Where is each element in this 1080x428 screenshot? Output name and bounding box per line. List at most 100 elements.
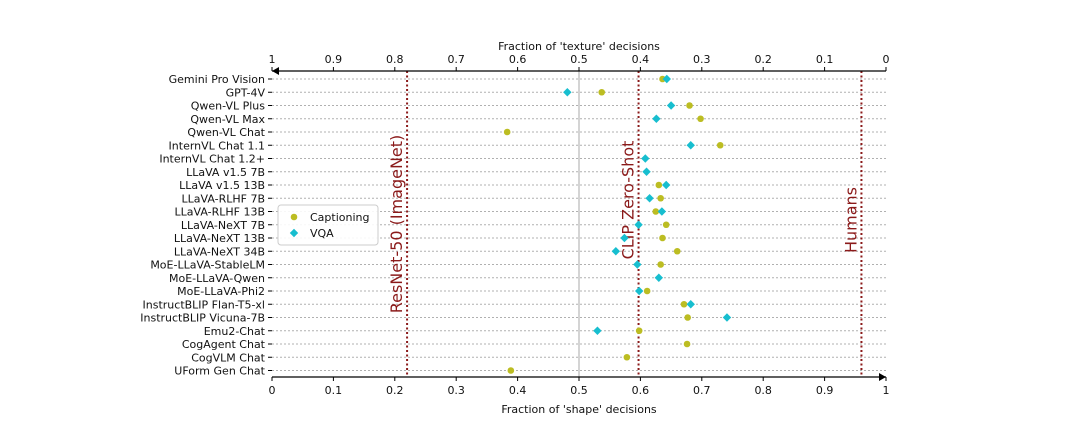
row-label: InstructBLIP Flan-T5-xl: [143, 298, 265, 311]
point-vqa: [661, 180, 671, 190]
x-tick-label: 0.8: [754, 384, 772, 397]
row-label: LLaVA v1.5 13B: [179, 179, 265, 192]
row-label: MoE-LLaVA-Phi2: [177, 285, 265, 298]
point-captioning: [673, 247, 681, 255]
legend-marker-vqa: [289, 228, 299, 238]
point-vqa: [657, 207, 667, 216]
point-vqa: [634, 286, 644, 296]
point-vqa: [611, 247, 621, 256]
x-axis-arrow: [879, 373, 886, 381]
x-tick-label: 0.6: [632, 384, 650, 397]
row-label: LLaVA-NeXT 13B: [174, 232, 265, 245]
data-points: [503, 74, 732, 374]
row-label: LLaVA-RLHF 7B: [182, 192, 265, 205]
top-tick-label: 0.5: [570, 53, 588, 66]
point-captioning: [657, 261, 664, 268]
point-captioning: [643, 287, 651, 295]
point-captioning: [655, 181, 663, 189]
point-captioning: [507, 367, 515, 374]
point-captioning: [684, 314, 691, 321]
reference-label: CLIP Zero-Shot: [619, 141, 638, 260]
row-label: InternVL Chat 1.2+: [159, 153, 265, 166]
point-vqa: [641, 154, 650, 163]
row-label: InstructBLIP Vicuna-7B: [140, 312, 265, 325]
point-captioning: [652, 208, 660, 215]
point-captioning: [697, 115, 704, 123]
x-tick-label: 0.2: [386, 384, 404, 397]
point-captioning: [680, 300, 688, 308]
point-vqa: [666, 101, 676, 110]
x-tick-label: 0.5: [570, 384, 588, 397]
x-tick-label: 0.7: [693, 384, 711, 397]
point-vqa: [645, 194, 654, 203]
top-tick-label: 0.3: [693, 53, 711, 66]
row-label: MoE-LLaVA-Qwen: [169, 272, 265, 285]
point-vqa: [654, 273, 664, 282]
row-label: Qwen-VL Plus: [191, 100, 266, 113]
row-label: UForm Gen Chat: [174, 365, 265, 378]
point-vqa: [652, 114, 661, 123]
row-label: LLaVA-RLHF 13B: [175, 206, 265, 219]
top-tick-label: 0.7: [447, 53, 465, 66]
top-tick-label: 0.6: [509, 53, 527, 66]
point-vqa: [642, 167, 651, 176]
reference-label: ResNet-50 (ImageNet): [387, 135, 406, 314]
point-vqa: [633, 260, 642, 269]
x-tick-label: 0.9: [816, 384, 834, 397]
row-label: CogAgent Chat: [182, 338, 266, 351]
point-captioning: [716, 141, 724, 149]
row-label: Qwen-VL Chat: [187, 126, 265, 139]
top-axis-title: Fraction of 'texture' decisions: [498, 40, 660, 53]
top-tick-label: 0.1: [816, 53, 834, 66]
point-vqa: [563, 88, 572, 97]
legend-marker-captioning: [290, 213, 298, 221]
top-tick-label: 0: [883, 53, 890, 66]
point-vqa: [722, 313, 732, 322]
legend-label-vqa: VQA: [310, 227, 334, 240]
point-captioning: [657, 194, 664, 202]
top-axis-arrow: [272, 67, 279, 75]
row-label: Gemini Pro Vision: [169, 73, 265, 86]
legend-label-captioning: Captioning: [310, 211, 370, 224]
row-label: LLaVA v1.5 7B: [186, 166, 265, 179]
point-vqa: [593, 326, 602, 335]
row-label: MoE-LLaVA-StableLM: [150, 259, 265, 272]
point-captioning: [635, 327, 643, 335]
top-tick-label: 1: [269, 53, 276, 66]
x-tick-label: 0: [269, 384, 276, 397]
point-captioning: [623, 353, 631, 361]
x-axis-title: Fraction of 'shape' decisions: [501, 403, 657, 416]
point-captioning: [503, 128, 511, 136]
point-vqa: [662, 74, 672, 84]
x-tick-label: 0.1: [325, 384, 343, 397]
top-tick-label: 0.9: [325, 53, 343, 66]
top-tick-label: 0.8: [386, 53, 404, 66]
point-vqa: [634, 220, 643, 229]
top-tick-label: 0.4: [632, 53, 650, 66]
top-tick-label: 0.2: [754, 53, 772, 66]
point-vqa: [620, 233, 629, 243]
point-captioning: [659, 75, 666, 83]
row-label: InternVL Chat 1.1: [169, 139, 265, 152]
x-tick-label: 1: [883, 384, 890, 397]
reference-label: Humans: [841, 187, 860, 253]
axes: 0 0.1 0.2 0.3 0.4 0.5 0.6 0.7 0.8 0.9 1 1 0.9 0.8 0.7 0…: [268, 53, 890, 397]
row-label: GPT-4V: [226, 86, 266, 99]
legend-box: [277, 204, 379, 246]
point-vqa: [686, 141, 695, 150]
point-vqa: [686, 300, 695, 309]
point-captioning: [686, 102, 693, 109]
row-label: LLaVA-NeXT 7B: [181, 219, 265, 232]
point-captioning: [662, 221, 670, 229]
legend: Captioning VQA: [277, 204, 379, 246]
x-tick-label: 0.4: [509, 384, 527, 397]
point-captioning: [683, 340, 691, 348]
point-captioning: [598, 88, 606, 96]
row-label: Qwen-VL Max: [190, 113, 265, 126]
row-label: CogVLM Chat: [191, 351, 265, 364]
row-label: Emu2-Chat: [204, 325, 266, 338]
x-tick-label: 0.3: [447, 384, 465, 397]
row-label: LLaVA-NeXT 34B: [174, 245, 265, 258]
